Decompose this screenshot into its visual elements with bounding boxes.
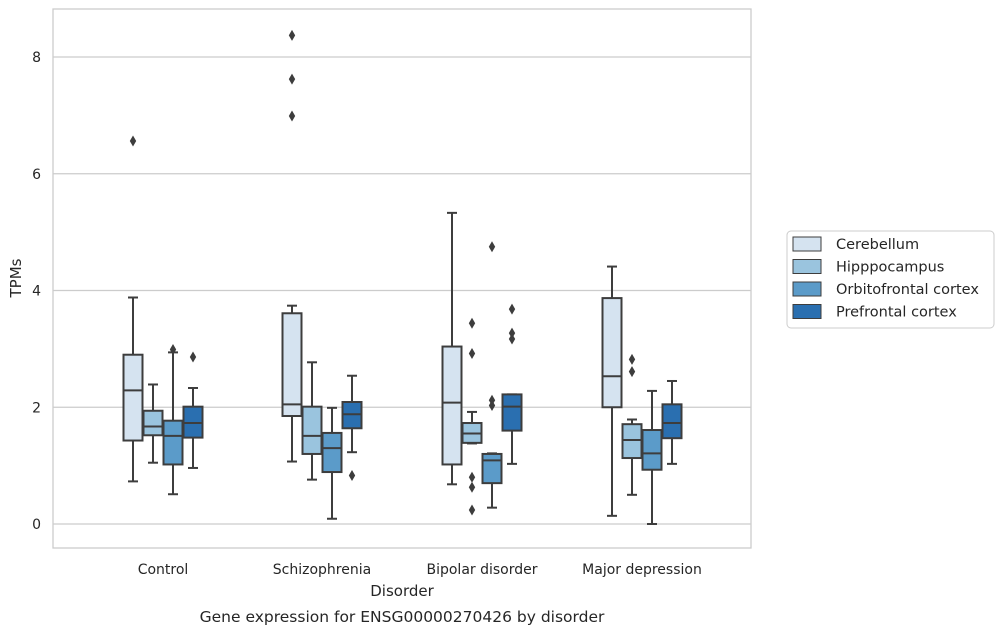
box-body <box>481 452 503 485</box>
outlier-point <box>508 303 516 315</box>
box-series <box>122 29 683 525</box>
box-prefrontal-cortex-schizophrenia <box>341 374 363 482</box>
outlier-point <box>508 333 516 345</box>
box-hipppocampus-control <box>142 383 164 464</box>
box-orbitofrontal-cortex-control <box>162 343 184 496</box>
outlier-point <box>169 343 177 355</box>
legend-swatch-hipppocampus <box>792 259 822 274</box>
outlier-point <box>468 348 476 360</box>
box-body <box>501 393 523 432</box>
y-tick-label-4: 4 <box>32 284 41 300</box>
box-body <box>281 312 303 418</box>
outlier-point <box>488 241 496 253</box>
x-tick-label-major-depression: Major depression <box>582 562 702 578</box>
y-tick-label-2: 2 <box>32 400 41 416</box>
box-hipppocampus-major-depression <box>621 353 643 496</box>
outlier-point <box>468 317 476 329</box>
box-cerebellum-control <box>122 135 144 483</box>
box-hipppocampus-schizophrenia <box>301 361 323 481</box>
grid-lines <box>53 56 751 525</box>
legend-swatch-prefrontal-cortex <box>792 304 822 319</box>
box-orbitofrontal-cortex-bipolar-disorder <box>481 241 503 509</box>
box-body <box>621 423 643 460</box>
outlier-point <box>129 135 137 147</box>
box-cerebellum-bipolar-disorder <box>441 211 463 486</box>
box-body <box>321 431 343 474</box>
outlier-point <box>348 470 356 482</box>
box-body <box>661 403 683 440</box>
legend-label-hipppocampus: Hipppocampus <box>836 260 944 276</box>
chart-caption: Gene expression for ENSG00000270426 by d… <box>200 608 605 626</box>
box-prefrontal-cortex-major-depression <box>661 379 683 465</box>
y-tick-label-8: 8 <box>32 50 41 66</box>
legend-label-orbitofrontal-cortex: Orbitofrontal cortex <box>836 282 979 298</box>
x-axis-label: Disorder <box>370 582 434 600</box>
x-tick-label-bipolar-disorder: Bipolar disorder <box>426 562 537 578</box>
outlier-point <box>468 481 476 493</box>
box-body <box>122 353 144 442</box>
outlier-point <box>288 29 296 41</box>
outlier-point <box>189 351 197 363</box>
legend-swatch-orbitofrontal-cortex <box>792 281 822 297</box>
y-axis-ticks: 0 2 4 6 8 <box>32 50 41 533</box>
outlier-point <box>288 73 296 85</box>
box-body <box>601 297 623 409</box>
box-body <box>641 429 663 471</box>
legend: Cerebellum Hipppocampus Orbitofrontal cort… <box>786 230 995 329</box>
outlier-point <box>468 504 476 516</box>
y-tick-label-6: 6 <box>32 167 41 183</box>
box-body <box>301 405 323 455</box>
box-body <box>441 345 463 466</box>
box-prefrontal-cortex-bipolar-disorder <box>501 303 523 465</box>
legend-frame <box>786 230 995 329</box>
plot-frame <box>52 8 752 549</box>
x-tick-label-control: Control <box>138 562 189 578</box>
legend-label-cerebellum: Cerebellum <box>836 237 919 253</box>
box-cerebellum-major-depression <box>601 265 623 517</box>
outlier-point <box>628 353 636 365</box>
x-axis-ticks: Control Schizophrenia Bipolar disorder Majo… <box>138 562 702 578</box>
box-body <box>162 419 184 466</box>
outlier-point <box>628 366 636 378</box>
box-orbitofrontal-cortex-schizophrenia <box>321 406 343 520</box>
outlier-point <box>288 110 296 122</box>
x-tick-label-schizophrenia: Schizophrenia <box>273 562 371 578</box>
outlier-point <box>468 471 476 483</box>
box-cerebellum-schizophrenia <box>281 29 303 463</box>
y-tick-label-0: 0 <box>32 517 41 533</box>
box-prefrontal-cortex-control <box>182 351 204 469</box>
legend-swatch-cerebellum <box>792 236 822 252</box>
outlier-point <box>488 394 496 406</box>
legend-label-prefrontal-cortex: Prefrontal cortex <box>836 305 957 321</box>
box-body <box>142 409 164 437</box>
box-hipppocampus-bipolar-disorder <box>461 317 483 516</box>
outlier-point <box>508 327 516 339</box>
y-axis-label: TPMs <box>7 258 25 298</box>
box-orbitofrontal-cortex-major-depression <box>641 389 663 525</box>
